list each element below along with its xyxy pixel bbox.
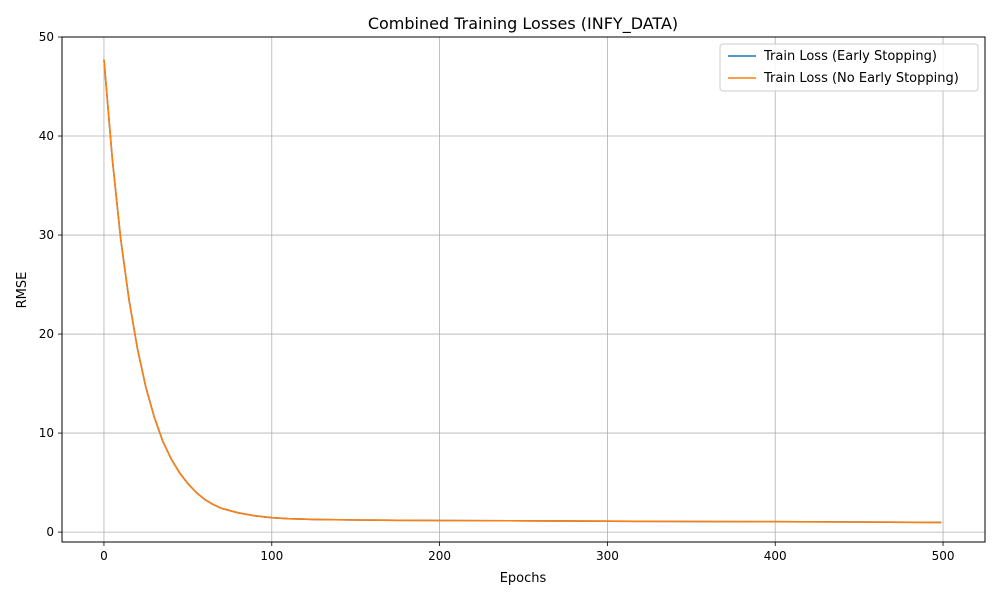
legend-label: Train Loss (Early Stopping) xyxy=(763,49,937,64)
x-tick-label: 100 xyxy=(260,549,283,563)
x-tick-label: 300 xyxy=(596,549,619,563)
y-tick-label: 50 xyxy=(39,30,54,44)
y-tick-label: 0 xyxy=(46,525,54,539)
legend-label: Train Loss (No Early Stopping) xyxy=(763,71,959,86)
legend: Train Loss (Early Stopping) Train Loss (N… xyxy=(719,43,979,92)
x-tick-label: 0 xyxy=(100,549,108,563)
grid xyxy=(62,36,985,542)
x-tick-label: 400 xyxy=(764,549,787,563)
y-axis-ticks: 0 10 20 30 40 50 xyxy=(39,30,62,539)
x-tick-label: 500 xyxy=(932,549,955,563)
series-line-1 xyxy=(103,59,942,524)
x-axis-label: Epochs xyxy=(500,571,547,586)
chart-title: Combined Training Losses (INFY_DATA) xyxy=(368,14,678,34)
series-lines xyxy=(103,59,942,524)
y-tick-label: 40 xyxy=(39,129,54,143)
y-tick-label: 30 xyxy=(39,228,54,242)
x-tick-label: 200 xyxy=(428,549,451,563)
legend-box xyxy=(719,43,979,92)
y-tick-label: 20 xyxy=(39,327,54,341)
x-axis-ticks: 0 100 200 300 400 500 xyxy=(100,542,954,563)
plot-frame xyxy=(61,36,986,543)
y-axis-label: RMSE xyxy=(15,272,30,309)
y-tick-label: 10 xyxy=(39,426,54,440)
